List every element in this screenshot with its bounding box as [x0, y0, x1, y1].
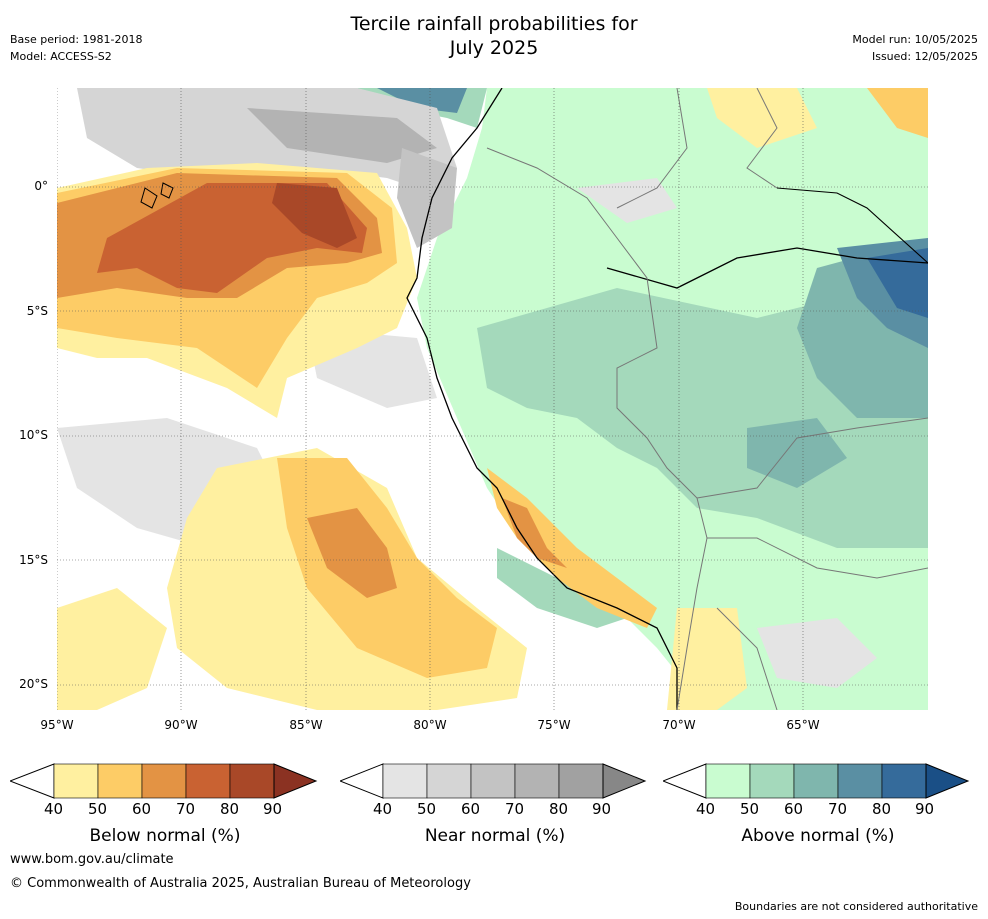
near-tick-80: 80 [549, 800, 569, 818]
below-normal-layer [57, 88, 928, 710]
base-period-text: Base period: 1981-2018 [10, 33, 143, 46]
model-run-text: Model run: 10/05/2025 [852, 33, 978, 46]
above-tick-90: 90 [915, 800, 935, 818]
disclaimer-text: Boundaries are not considered authoritat… [734, 900, 978, 913]
gridlines [57, 88, 928, 710]
copyright-text: © Commonwealth of Australia 2025, Austra… [10, 876, 471, 891]
below-tick-60: 60 [132, 800, 152, 818]
lat-label-15s: 15°S [19, 553, 48, 567]
above-tick-60: 60 [784, 800, 804, 818]
legend-above-normal [661, 763, 973, 799]
near-legend-title: Near normal (%) [424, 826, 566, 846]
map-canvas [57, 88, 928, 710]
above-tick-70: 70 [828, 800, 848, 818]
near-tick-40: 40 [373, 800, 393, 818]
near-tick-70: 70 [505, 800, 525, 818]
lat-label-0: 0° [34, 179, 48, 193]
lon-label-85w: 85°W [289, 718, 323, 732]
lat-label-20s: 20°S [19, 677, 48, 691]
above-colorbar [661, 763, 970, 799]
below-tick-80: 80 [220, 800, 240, 818]
below-tick-50: 50 [88, 800, 108, 818]
lon-label-95w: 95°W [40, 718, 74, 732]
below-colorbar [8, 763, 318, 799]
lon-label-70w: 70°W [662, 718, 696, 732]
near-tick-90: 90 [592, 800, 612, 818]
title-line-2: July 2025 [449, 37, 539, 59]
map-title: Tercile rainfall probabilities for July … [0, 12, 988, 60]
rainfall-probability-map [57, 88, 928, 710]
meta-left: Base period: 1981-2018 Model: ACCESS-S2 [10, 31, 142, 65]
below-tick-40: 40 [44, 800, 64, 818]
coastlines-borders [140, 88, 928, 710]
near-colorbar [338, 763, 647, 799]
above-tick-80: 80 [872, 800, 892, 818]
website-link[interactable]: www.bom.gov.au/climate [10, 852, 174, 867]
title-line-1: Tercile rainfall probabilities for [350, 13, 638, 35]
meta-right: Model run: 10/05/2025 Issued: 12/05/2025 [852, 31, 978, 65]
above-tick-50: 50 [740, 800, 760, 818]
lon-label-80w: 80°W [413, 718, 447, 732]
below-legend-title: Below normal (%) [89, 826, 241, 846]
above-tick-40: 40 [696, 800, 716, 818]
below-tick-90: 90 [263, 800, 283, 818]
lat-label-5s: 5°S [26, 304, 48, 318]
lon-label-75w: 75°W [537, 718, 571, 732]
near-tick-60: 60 [461, 800, 481, 818]
issued-text: Issued: 12/05/2025 [871, 50, 978, 63]
above-legend-title: Above normal (%) [741, 826, 895, 846]
legend-near-normal [338, 763, 650, 799]
lon-label-90w: 90°W [164, 718, 198, 732]
legend-below-normal [8, 763, 320, 799]
lat-label-10s: 10°S [19, 428, 48, 442]
below-tick-70: 70 [176, 800, 196, 818]
near-tick-50: 50 [417, 800, 437, 818]
model-text: Model: ACCESS-S2 [10, 50, 112, 63]
lon-label-65w: 65°W [786, 718, 820, 732]
